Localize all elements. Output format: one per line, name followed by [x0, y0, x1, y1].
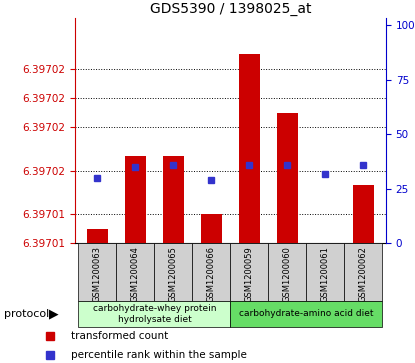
Bar — [353, 185, 374, 243]
Bar — [163, 156, 184, 243]
Bar — [239, 54, 260, 243]
Bar — [344, 243, 382, 301]
Text: transformed count: transformed count — [71, 331, 168, 341]
Bar — [230, 301, 382, 327]
Bar — [315, 243, 336, 258]
Text: GSM1200063: GSM1200063 — [93, 246, 102, 302]
Bar — [306, 243, 344, 301]
Bar — [78, 243, 117, 301]
Text: GSM1200066: GSM1200066 — [207, 246, 216, 302]
Text: GSM1200065: GSM1200065 — [169, 246, 178, 302]
Bar — [193, 243, 230, 301]
Title: GDS5390 / 1398025_at: GDS5390 / 1398025_at — [149, 2, 311, 16]
Text: ▶: ▶ — [49, 307, 59, 321]
Bar — [230, 243, 268, 301]
Text: protocol: protocol — [4, 309, 49, 319]
Bar — [201, 214, 222, 243]
Text: carbohydrate-amino acid diet: carbohydrate-amino acid diet — [239, 310, 374, 318]
Text: GSM1200062: GSM1200062 — [359, 246, 368, 302]
Text: GSM1200060: GSM1200060 — [283, 246, 292, 302]
Text: carbohydrate-whey protein
hydrolysate diet: carbohydrate-whey protein hydrolysate di… — [93, 304, 216, 324]
Text: GSM1200059: GSM1200059 — [245, 246, 254, 302]
Bar — [154, 243, 193, 301]
Bar — [117, 243, 154, 301]
Bar — [87, 229, 108, 243]
Text: GSM1200064: GSM1200064 — [131, 246, 140, 302]
Text: percentile rank within the sample: percentile rank within the sample — [71, 350, 247, 360]
Bar — [268, 243, 306, 301]
Text: GSM1200061: GSM1200061 — [321, 246, 330, 302]
Bar — [78, 301, 230, 327]
Bar — [125, 156, 146, 243]
Bar — [277, 113, 298, 243]
